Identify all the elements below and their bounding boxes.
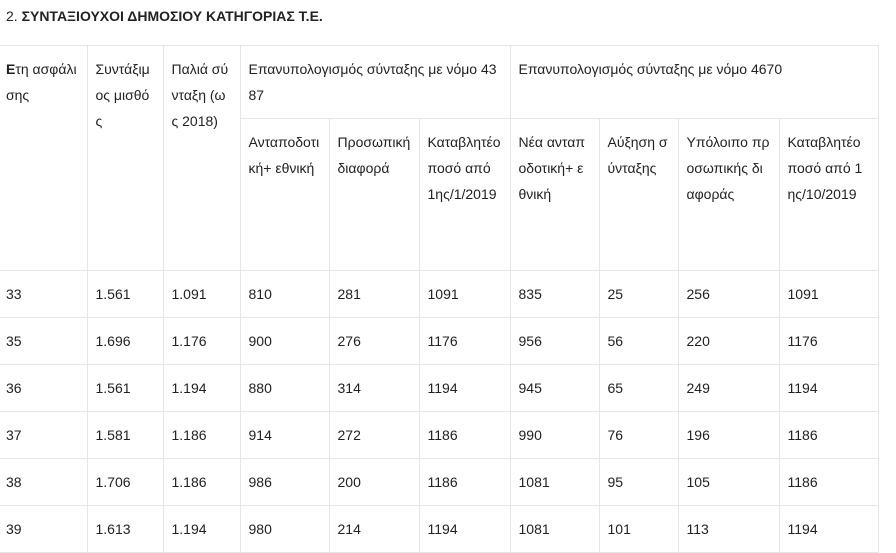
cell-years: 35 bbox=[0, 317, 88, 365]
cell-payable-2019-01: 1091 bbox=[418, 270, 511, 318]
cell-salary: 1.561 bbox=[86, 364, 164, 412]
cell-personal-diff: 281 bbox=[328, 270, 420, 318]
cell-personal-diff: 200 bbox=[328, 458, 420, 506]
cell-national: 900 bbox=[239, 317, 330, 365]
cell-years: 37 bbox=[0, 411, 88, 459]
cell-payable-2019-10: 1194 bbox=[778, 505, 879, 553]
cell-old-pension: 1.176 bbox=[162, 317, 241, 365]
cell-increase: 95 bbox=[598, 458, 679, 506]
cell-salary: 1.581 bbox=[86, 411, 164, 459]
cell-payable-2019-01: 1194 bbox=[418, 505, 511, 553]
table-row: 37 1.581 1.186 914 272 1186 990 76 196 1… bbox=[0, 411, 879, 459]
section-heading: 2. ΣΥΝΤΑΞΙΟΥΧΟΙ ΔΗΜΟΣΙΟΥ ΚΑΤΗΓΟΡΙΑΣ Τ.Ε. bbox=[6, 7, 323, 25]
cell-new-national: 1081 bbox=[509, 458, 600, 506]
cell-increase: 101 bbox=[598, 505, 679, 553]
cell-increase: 25 bbox=[598, 270, 679, 318]
cell-years: 38 bbox=[0, 458, 88, 506]
table-row: 38 1.706 1.186 986 200 1186 1081 95 105 … bbox=[0, 458, 879, 506]
cell-years: 36 bbox=[0, 364, 88, 412]
header-sub-new-national: Νέα ανταποδοτική+ εθνική bbox=[509, 118, 600, 271]
cell-increase: 76 bbox=[598, 411, 679, 459]
table-row: 33 1.561 1.091 810 281 1091 835 25 256 1… bbox=[0, 270, 879, 318]
cell-remaining-diff: 256 bbox=[677, 270, 780, 318]
pension-table-container: Ετη ασφάλισης Συντάξιμος μισθός Παλιά σύ… bbox=[0, 45, 879, 553]
header-years: Ετη ασφάλισης bbox=[0, 45, 88, 271]
header-sub-payable-2019-01: Καταβλητέο ποσό από 1ης/1/2019 bbox=[418, 118, 511, 271]
cell-national: 986 bbox=[239, 458, 330, 506]
header-sub-increase: Αύξηση σύνταξης bbox=[598, 118, 679, 271]
cell-old-pension: 1.091 bbox=[162, 270, 241, 318]
section-title: ΣΥΝΤΑΞΙΟΥΧΟΙ ΔΗΜΟΣΙΟΥ ΚΑΤΗΓΟΡΙΑΣ Τ.Ε. bbox=[21, 8, 323, 24]
cell-remaining-diff: 105 bbox=[677, 458, 780, 506]
cell-payable-2019-10: 1186 bbox=[778, 458, 879, 506]
table-row: 35 1.696 1.176 900 276 1176 956 56 220 1… bbox=[0, 317, 879, 365]
cell-old-pension: 1.194 bbox=[162, 364, 241, 412]
cell-remaining-diff: 220 bbox=[677, 317, 780, 365]
cell-salary: 1.613 bbox=[86, 505, 164, 553]
cell-increase: 65 bbox=[598, 364, 679, 412]
cell-increase: 56 bbox=[598, 317, 679, 365]
cell-payable-2019-01: 1176 bbox=[418, 317, 511, 365]
cell-national: 980 bbox=[239, 505, 330, 553]
cell-salary: 1.696 bbox=[86, 317, 164, 365]
cell-salary: 1.561 bbox=[86, 270, 164, 318]
cell-payable-2019-10: 1186 bbox=[778, 411, 879, 459]
cell-remaining-diff: 113 bbox=[677, 505, 780, 553]
cell-years: 33 bbox=[0, 270, 88, 318]
cell-personal-diff: 272 bbox=[328, 411, 420, 459]
cell-personal-diff: 276 bbox=[328, 317, 420, 365]
cell-remaining-diff: 196 bbox=[677, 411, 780, 459]
pension-table: Ετη ασφάλισης Συντάξιμος μισθός Παλιά σύ… bbox=[0, 45, 879, 553]
cell-payable-2019-01: 1186 bbox=[418, 411, 511, 459]
cell-national: 880 bbox=[239, 364, 330, 412]
header-sub-national: Ανταποδοτική+ εθνική bbox=[239, 118, 330, 271]
cell-old-pension: 1.186 bbox=[162, 458, 241, 506]
header-old-pension: Παλιά σύνταξη (ως 2018) bbox=[162, 45, 241, 271]
cell-remaining-diff: 249 bbox=[677, 364, 780, 412]
table-row: 39 1.613 1.194 980 214 1194 1081 101 113… bbox=[0, 505, 879, 553]
cell-payable-2019-10: 1176 bbox=[778, 317, 879, 365]
cell-new-national: 835 bbox=[509, 270, 600, 318]
header-sub-remaining-diff: Υπόλοιπο προσωπικής διαφοράς bbox=[677, 118, 780, 271]
header-years-initial: Ε bbox=[6, 61, 16, 77]
header-group-4387: Επανυπολογισμός σύνταξης με νόμο 4387 bbox=[239, 45, 511, 119]
cell-new-national: 1081 bbox=[509, 505, 600, 553]
cell-salary: 1.706 bbox=[86, 458, 164, 506]
cell-payable-2019-10: 1194 bbox=[778, 364, 879, 412]
cell-new-national: 990 bbox=[509, 411, 600, 459]
cell-payable-2019-10: 1091 bbox=[778, 270, 879, 318]
cell-national: 810 bbox=[239, 270, 330, 318]
cell-payable-2019-01: 1186 bbox=[418, 458, 511, 506]
cell-old-pension: 1.186 bbox=[162, 411, 241, 459]
header-salary: Συντάξιμος μισθός bbox=[86, 45, 164, 271]
cell-old-pension: 1.194 bbox=[162, 505, 241, 553]
cell-new-national: 945 bbox=[509, 364, 600, 412]
cell-personal-diff: 214 bbox=[328, 505, 420, 553]
cell-national: 914 bbox=[239, 411, 330, 459]
section-number: 2. bbox=[6, 8, 18, 24]
cell-years: 39 bbox=[0, 505, 88, 553]
cell-personal-diff: 314 bbox=[328, 364, 420, 412]
table-row: 36 1.561 1.194 880 314 1194 945 65 249 1… bbox=[0, 364, 879, 412]
header-row-sub: Ανταποδοτική+ εθνική Προσωπική διαφορά Κ… bbox=[0, 118, 879, 271]
header-sub-payable-2019-10: Καταβλητέο ποσό από 1ης/10/2019 bbox=[778, 118, 879, 271]
cell-payable-2019-01: 1194 bbox=[418, 364, 511, 412]
header-years-rest: τη ασφάλισης bbox=[6, 61, 77, 103]
cell-new-national: 956 bbox=[509, 317, 600, 365]
header-group-4670: Επανυπολογισμός σύνταξης με νόμο 4670 bbox=[509, 45, 879, 119]
header-sub-personal-diff: Προσωπική διαφορά bbox=[328, 118, 420, 271]
header-row-groups: Ετη ασφάλισης Συντάξιμος μισθός Παλιά σύ… bbox=[0, 45, 879, 271]
